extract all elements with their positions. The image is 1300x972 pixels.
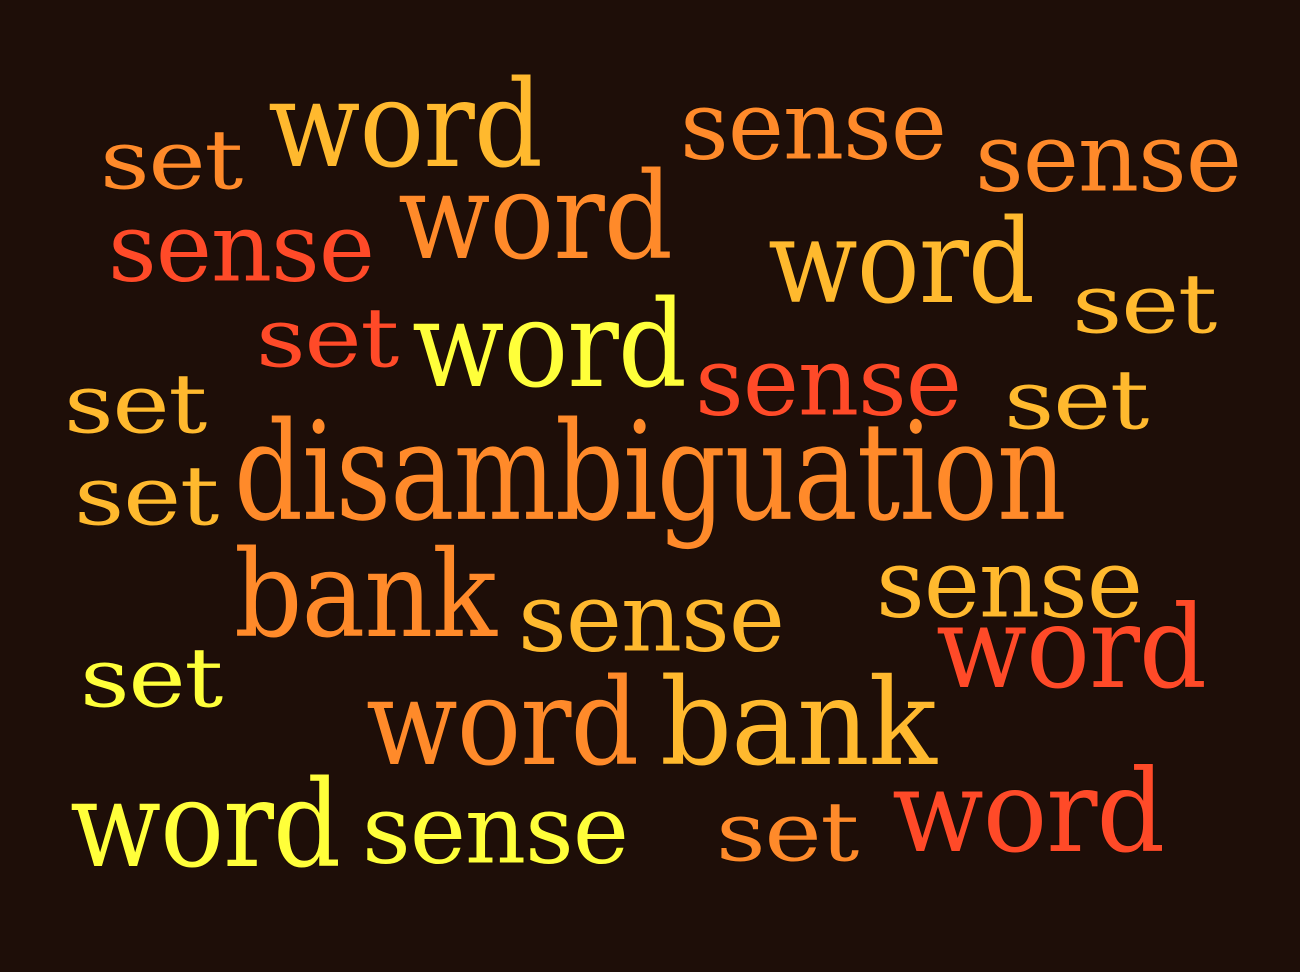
cloud-word-disambiguation: disambiguation	[234, 392, 1066, 552]
cloud-word-bank: bank	[234, 526, 497, 665]
cloud-word-sense: sense	[975, 102, 1242, 214]
cloud-word-sense: sense	[695, 326, 962, 438]
cloud-word-word: word	[892, 746, 1165, 879]
cloud-word-set: set	[74, 449, 219, 545]
cloud-word-sense: sense	[518, 562, 785, 674]
cloud-word-set: set	[716, 785, 859, 881]
cloud-word-word: word	[936, 582, 1207, 715]
cloud-word-set: set	[80, 631, 223, 727]
cloud-word-set: set	[100, 113, 243, 209]
cloud-word-set: set	[64, 357, 207, 453]
cloud-word-word: word	[412, 276, 687, 415]
cloud-word-set: set	[256, 291, 399, 387]
cloud-word-sense: sense	[680, 70, 947, 182]
cloud-word-set: set	[1072, 257, 1217, 353]
cloud-word-word: word	[366, 654, 639, 793]
cloud-word-word: word	[70, 756, 341, 895]
cloud-word-bank: bank	[660, 654, 937, 793]
cloud-word-word: word	[768, 193, 1035, 330]
cloud-word-word: word	[268, 56, 543, 195]
cloud-word-set: set	[1004, 353, 1149, 449]
cloud-word-sense: sense	[108, 192, 375, 304]
cloud-word-word: word	[398, 148, 673, 287]
cloud-word-sense: sense	[362, 774, 629, 886]
cloud-word-sense: sense	[876, 528, 1143, 640]
